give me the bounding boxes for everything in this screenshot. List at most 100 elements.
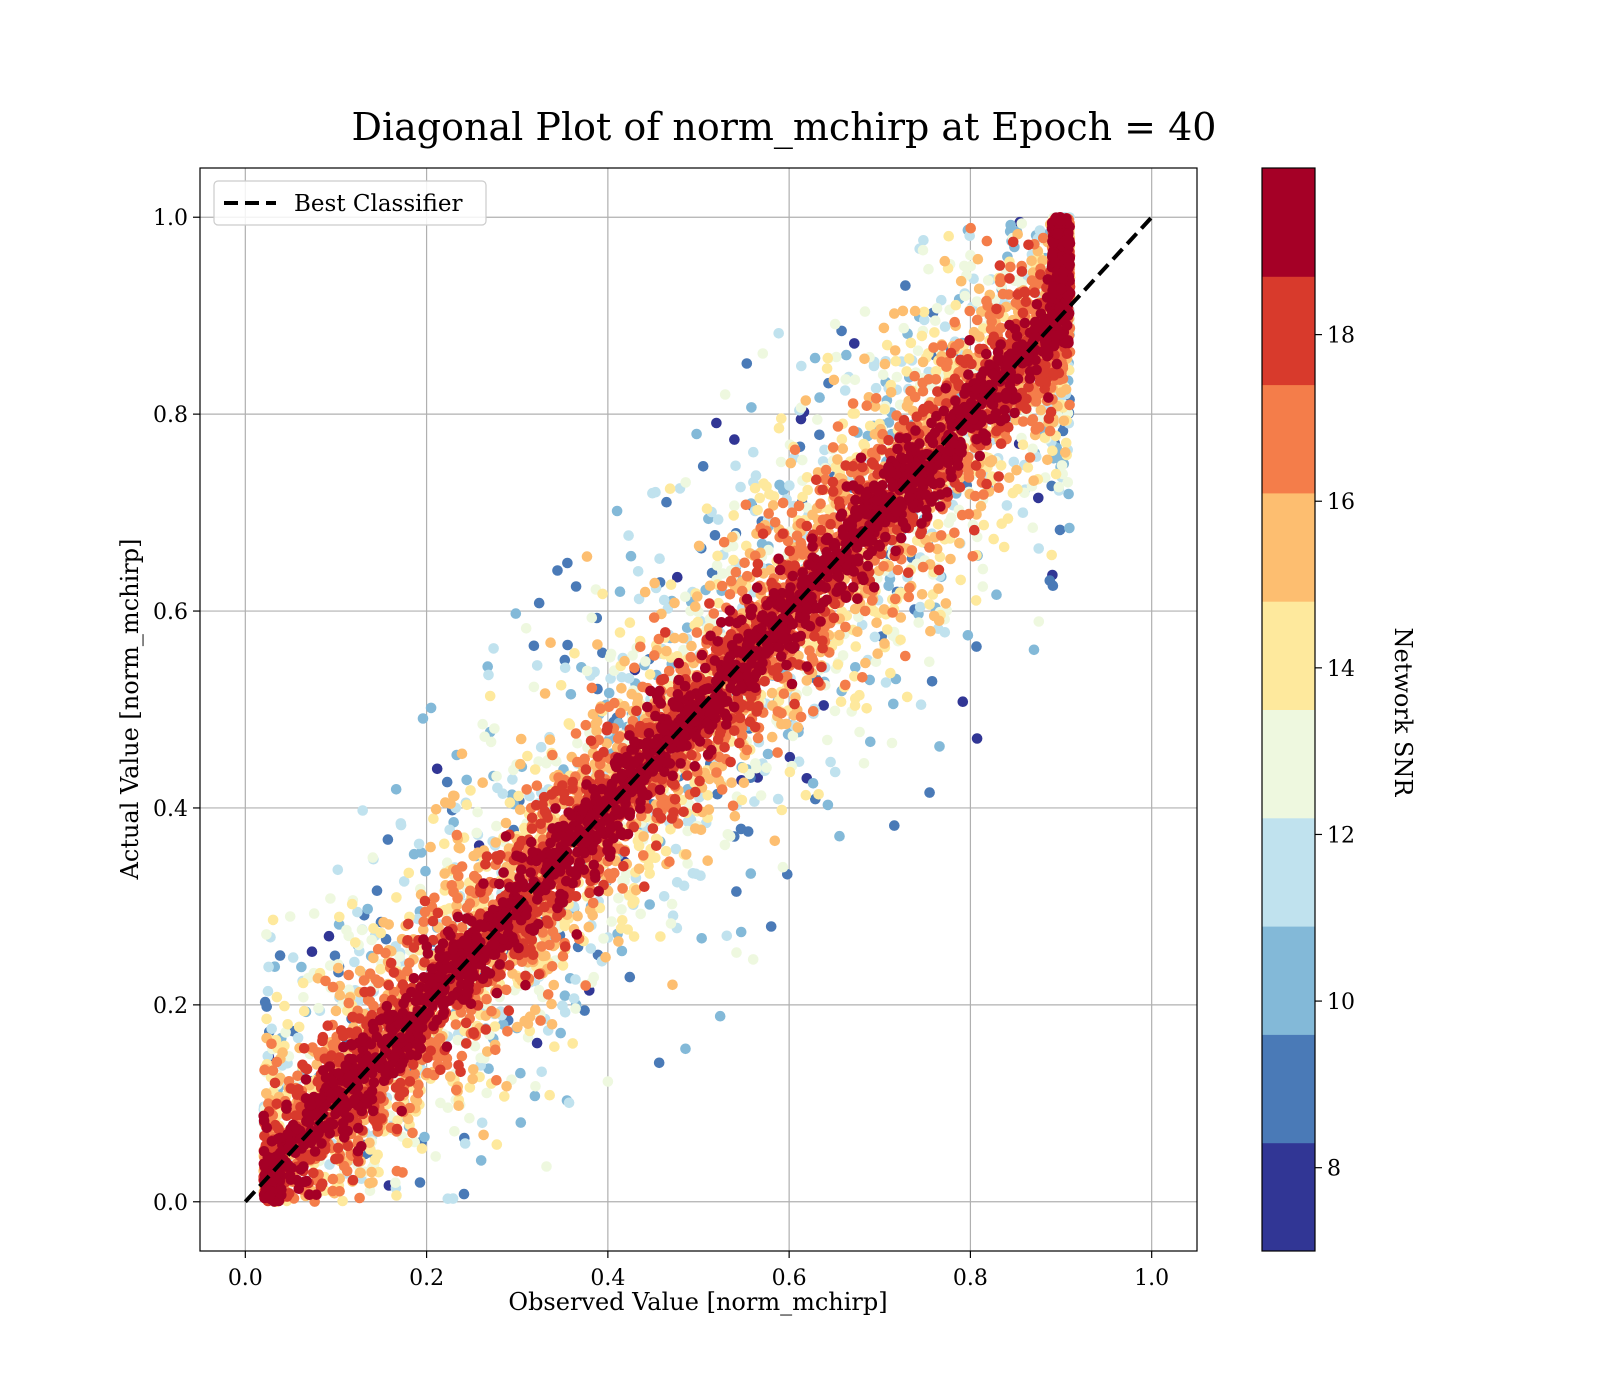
data-point	[736, 794, 748, 806]
data-point	[591, 716, 603, 727]
data-point	[949, 527, 960, 539]
data-point	[882, 624, 893, 635]
data-point	[801, 502, 813, 513]
data-point	[524, 1011, 536, 1022]
data-point	[822, 734, 833, 746]
data-point	[564, 719, 576, 730]
data-point	[1022, 462, 1034, 473]
data-point	[467, 1073, 479, 1085]
data-point	[284, 911, 296, 922]
data-point	[680, 1043, 691, 1055]
data-point	[1063, 488, 1074, 500]
data-point	[888, 698, 899, 710]
data-point	[730, 460, 741, 472]
data-point	[1033, 543, 1044, 554]
data-point	[1047, 445, 1058, 457]
data-point	[559, 1007, 571, 1018]
data-point	[605, 648, 617, 660]
data-point	[333, 962, 344, 974]
data-point	[1028, 475, 1039, 487]
data-point	[1028, 644, 1040, 656]
data-point	[837, 443, 849, 455]
data-point	[857, 672, 868, 683]
data-point	[298, 1005, 310, 1017]
data-point	[324, 960, 336, 971]
data-point	[261, 1013, 272, 1025]
data-point	[529, 1090, 541, 1102]
data-point	[975, 500, 987, 512]
data-point	[419, 1131, 430, 1143]
data-point	[819, 444, 830, 456]
data-point	[570, 1003, 581, 1014]
data-point	[468, 850, 480, 862]
data-point	[879, 403, 890, 415]
data-point	[507, 774, 518, 785]
data-point	[603, 687, 615, 699]
data-point	[664, 856, 675, 867]
data-point	[430, 804, 442, 815]
data-point	[769, 517, 781, 528]
data-point	[929, 327, 940, 338]
data-point	[1001, 500, 1013, 511]
data-point	[1016, 218, 1028, 229]
data-point	[375, 927, 387, 939]
data-point	[510, 608, 522, 619]
data-point	[1017, 416, 1029, 427]
data-point	[901, 691, 913, 703]
data-point	[766, 731, 778, 743]
data-point	[818, 700, 829, 711]
data-point	[828, 374, 840, 386]
data-point	[323, 930, 335, 942]
data-point	[943, 517, 954, 528]
data-point	[965, 261, 976, 272]
data-point	[356, 924, 368, 936]
data-point	[784, 480, 795, 491]
data-point	[847, 398, 859, 409]
data-point	[991, 589, 1002, 600]
data-point	[685, 651, 697, 663]
data-point	[1047, 580, 1059, 591]
data-point	[1046, 549, 1057, 561]
data-point	[391, 892, 402, 903]
data-point	[745, 868, 757, 879]
data-point	[261, 929, 272, 940]
data-point	[633, 863, 645, 875]
data-point	[839, 385, 851, 396]
data-point	[529, 764, 541, 775]
data-point	[825, 756, 836, 768]
data-point	[346, 898, 358, 910]
data-point	[667, 979, 678, 991]
data-point	[1008, 456, 1020, 468]
data-point	[1027, 522, 1039, 533]
data-point	[982, 275, 994, 286]
data-point	[617, 875, 628, 886]
data-point	[581, 665, 593, 677]
data-point	[586, 612, 598, 624]
data-point	[864, 420, 876, 432]
data-point	[625, 550, 637, 562]
data-point	[691, 428, 702, 440]
data-point	[901, 366, 912, 377]
data-point	[900, 650, 911, 662]
data-point	[903, 353, 915, 364]
data-point	[776, 413, 787, 424]
data-point	[354, 1192, 365, 1204]
data-point	[334, 989, 346, 1001]
data-point	[959, 290, 971, 302]
data-point	[635, 908, 646, 920]
data-point	[592, 639, 603, 650]
data-point	[572, 737, 583, 749]
plot-area	[199, 167, 1198, 1252]
data-point	[482, 661, 494, 672]
data-point	[800, 395, 812, 406]
data-point	[766, 687, 778, 699]
data-point	[266, 1023, 278, 1035]
data-point	[924, 656, 935, 668]
data-point	[777, 861, 789, 873]
data-point	[735, 481, 746, 493]
data-point	[939, 627, 951, 638]
data-point	[420, 865, 431, 877]
data-point	[382, 834, 394, 845]
data-point	[868, 360, 880, 372]
data-point	[489, 723, 500, 734]
